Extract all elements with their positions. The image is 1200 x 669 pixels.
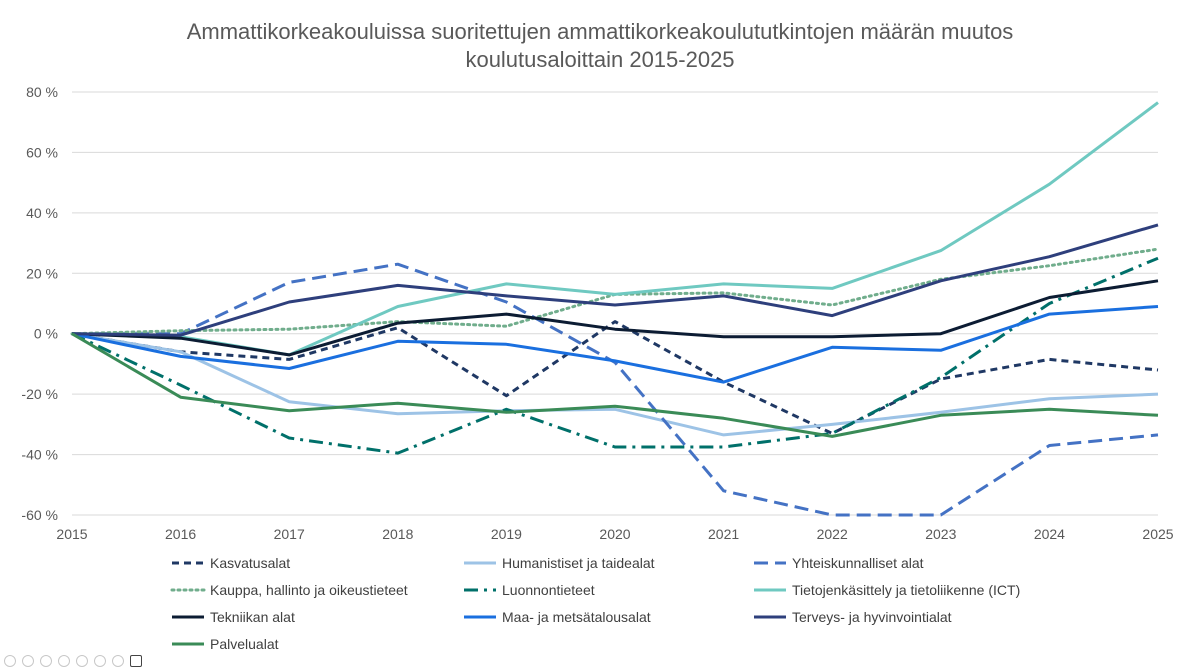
toolbar-zoom-icon[interactable] (76, 655, 88, 667)
series-line-yhteiskunnalliset-alat (72, 262, 1159, 517)
toolbar-window-icon[interactable] (112, 655, 124, 667)
x-tick-label: 2016 (165, 526, 196, 542)
legend-item: Palvelualat (170, 634, 279, 654)
legend-label: Humanistiset ja taidealat (502, 555, 655, 571)
y-tick-label: -40 % (21, 447, 58, 463)
legend-item: Terveys- ja hyvinvointialat (752, 607, 952, 627)
x-tick-label: 2018 (382, 526, 413, 542)
legend-label: Yhteiskunnalliset alat (792, 555, 924, 571)
legend-item: Tekniikan alat (170, 607, 295, 627)
series-line-terveys-ja-hyvinvointialat (71, 223, 1159, 337)
x-tick-label: 2022 (817, 526, 848, 542)
x-tick-label: 2025 (1142, 526, 1173, 542)
x-tick-label: 2021 (708, 526, 739, 542)
series-line-maa-ja-mets-talousalat (71, 305, 1159, 384)
legend-label: Tietojenkäsittely ja tietoliikenne (ICT) (792, 582, 1021, 598)
x-tick-label: 2015 (56, 526, 87, 542)
y-tick-label: 20 % (26, 265, 58, 281)
legend-swatch (464, 561, 496, 565)
legend-swatch (464, 588, 496, 592)
series-line-luonnontieteet (71, 256, 1159, 455)
legend-item: Tietojenkäsittely ja tietoliikenne (ICT) (752, 580, 1020, 600)
toolbar-back-icon[interactable] (4, 655, 16, 667)
x-tick-label: 2020 (599, 526, 630, 542)
x-tick-label: 2023 (925, 526, 956, 542)
legend-label: Tekniikan alat (210, 609, 295, 625)
legend-item: Kauppa, hallinto ja oikeustieteet (170, 580, 408, 600)
legend-item: Yhteiskunnalliset alat (752, 553, 924, 573)
x-tick-label: 2017 (274, 526, 305, 542)
legend-label: Palvelualat (210, 636, 279, 652)
legend-label: Luonnontieteet (502, 582, 595, 598)
series-line-humanistiset-ja-taidealat (71, 332, 1159, 437)
legend-label: Terveys- ja hyvinvointialat (792, 609, 952, 625)
chart-title-line-1: Ammattikorkeakouluissa suoritettujen amm… (186, 19, 1014, 44)
toolbar-camera-icon[interactable] (130, 655, 142, 667)
legend-swatch (172, 561, 204, 565)
series-line-tekniikan-alat (71, 279, 1159, 357)
x-tick-label: 2024 (1034, 526, 1065, 542)
legend-swatch (754, 615, 786, 619)
legend-swatch (172, 615, 204, 619)
legend-item: Maa- ja metsätalousalat (462, 607, 651, 627)
legend-label: Kauppa, hallinto ja oikeustieteet (210, 582, 408, 598)
chart-title-line-2: koulutusaloittain 2015-2025 (465, 47, 735, 72)
series-line-kasvatusalat (71, 320, 1159, 435)
series-line-palvelualat (71, 332, 1159, 438)
legend-swatch (172, 642, 204, 646)
y-tick-label: 80 % (26, 84, 58, 100)
y-tick-label: -60 % (21, 507, 58, 523)
y-tick-label: 60 % (26, 144, 58, 160)
legend-label: Maa- ja metsätalousalat (502, 609, 651, 625)
legend-swatch (464, 615, 496, 619)
legend-swatch (170, 588, 206, 592)
toolbar-forward-icon[interactable] (22, 655, 34, 667)
legend-swatch (754, 561, 786, 565)
viewer-toolbar (0, 655, 174, 669)
legend-item: Humanistiset ja taidealat (462, 553, 655, 573)
legend-item: Kasvatusalat (170, 553, 290, 573)
toolbar-pen-icon[interactable] (40, 655, 52, 667)
x-tick-label: 2019 (491, 526, 522, 542)
y-tick-label: -20 % (21, 386, 58, 402)
toolbar-copy-icon[interactable] (58, 655, 70, 667)
chart-title: Ammattikorkeakouluissa suoritettujen amm… (0, 18, 1200, 74)
y-tick-label: 40 % (26, 205, 58, 221)
toolbar-view-icon[interactable] (94, 655, 106, 667)
legend-label: Kasvatusalat (210, 555, 291, 571)
legend-swatch (754, 588, 786, 592)
legend-item: Luonnontieteet (462, 580, 595, 600)
y-tick-label: 0 % (34, 326, 58, 342)
